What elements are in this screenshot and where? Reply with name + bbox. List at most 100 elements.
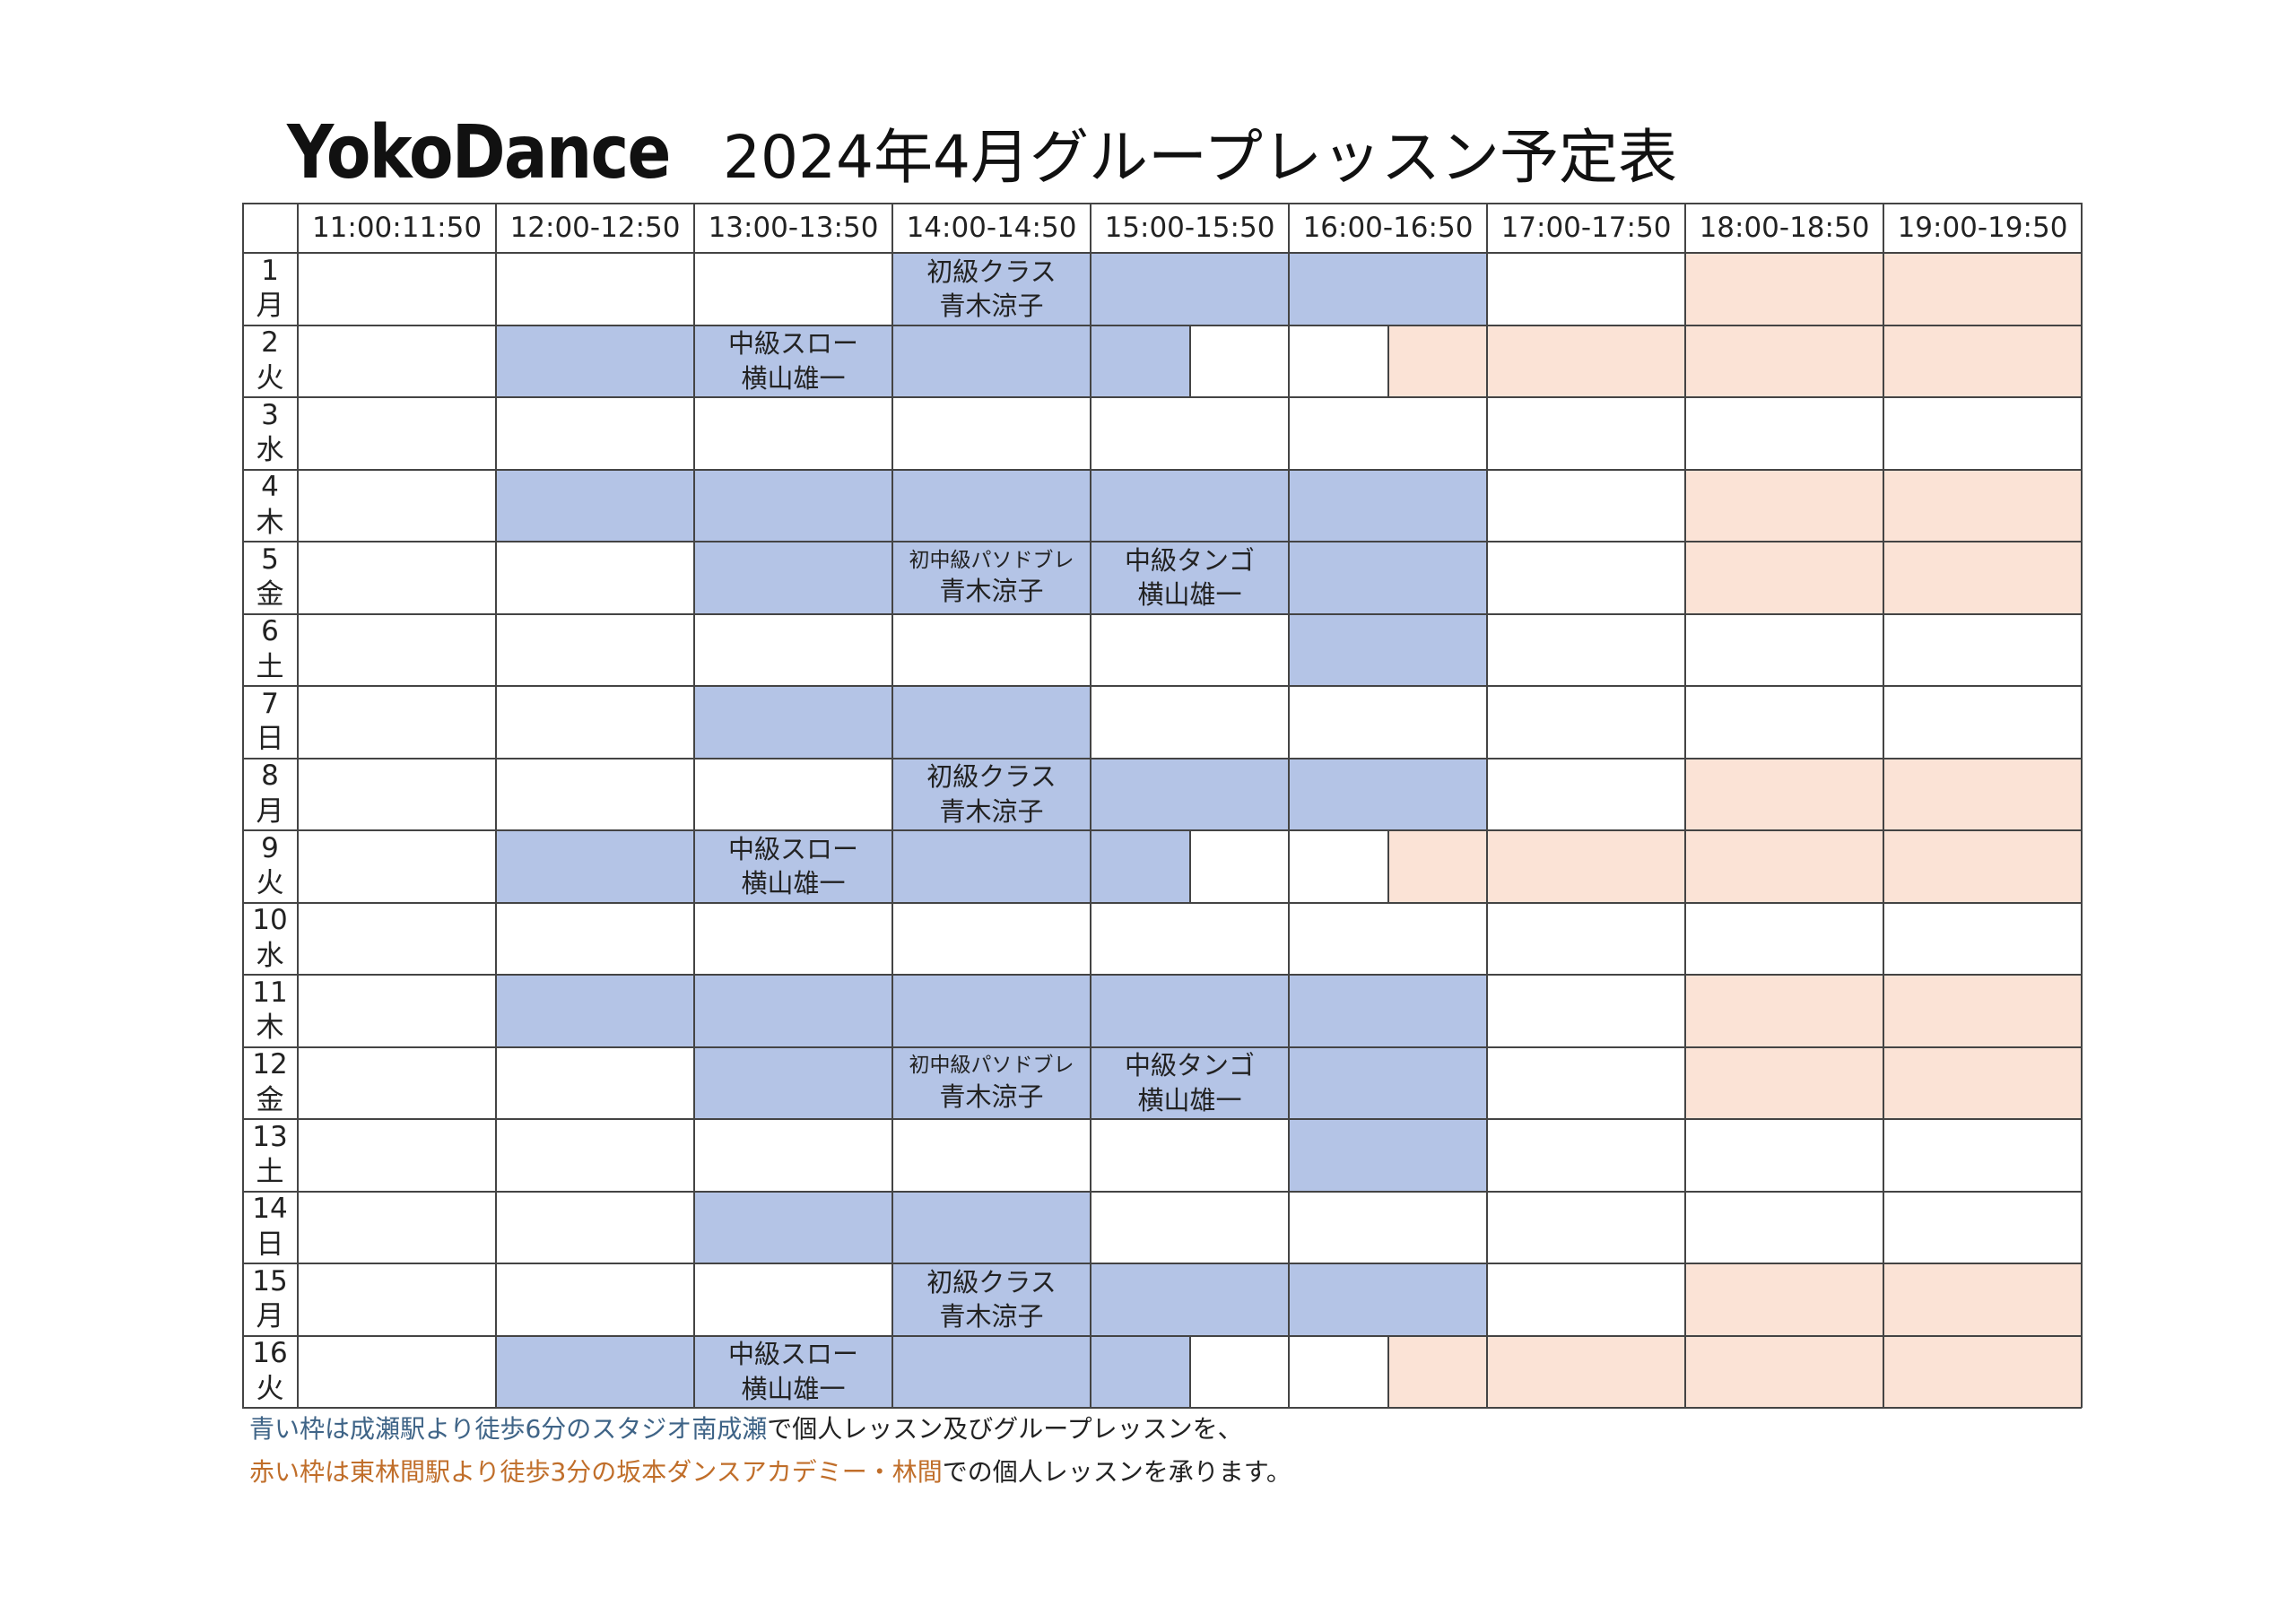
day-weekday: 木 [256, 506, 284, 539]
lesson-teacher: 横山雄一 [741, 362, 846, 394]
lesson-name: 中級タンゴ [1124, 544, 1255, 576]
lesson-name: 初級クラス [926, 761, 1057, 793]
grid-line [242, 685, 2082, 687]
day-weekday: 金 [256, 1083, 284, 1116]
page-header: YokoDance 2024年4月グループレッスン予定表 [287, 108, 1677, 197]
lesson-teacher: 青木涼子 [939, 576, 1044, 607]
slot-fill-blue [496, 325, 1190, 397]
lesson-teacher: 青木涼子 [939, 291, 1044, 322]
lesson-cell: 初級クラス 青木涼子 [892, 1263, 1091, 1336]
slot-fill-blue [1289, 613, 1487, 686]
time-slot-header: 18:00-18:50 [1699, 211, 1870, 244]
slot-fill-blue [496, 1335, 1190, 1408]
lesson-teacher: 横山雄一 [741, 868, 846, 899]
grid-line [1090, 203, 1091, 1408]
lesson-teacher: 横山雄一 [1137, 579, 1242, 611]
page-title: 2024年4月グループレッスン予定表 [723, 123, 1677, 192]
slot-fill-blue [496, 469, 1487, 542]
lesson-cell: 中級タンゴ 横山雄一 [1091, 1047, 1289, 1120]
footer-note-red: 赤い枠は東林間駅より徒歩3分の坂本ダンスアカデミー・林間での個人レッスンを承りま… [249, 1453, 1292, 1488]
grid-line [693, 203, 695, 1408]
grid-line [242, 1118, 2082, 1120]
day-number: 4 [261, 471, 279, 504]
lesson-cell: 中級タンゴ 横山雄一 [1091, 542, 1289, 614]
day-label: 14 日 [242, 1192, 298, 1264]
day-number: 10 [252, 904, 288, 937]
grid-line [2081, 203, 2083, 1408]
slot-fill-peach [1387, 1335, 2082, 1408]
lesson-cell: 中級スロー 横山雄一 [694, 830, 892, 903]
time-slot-header: 13:00-13:50 [708, 211, 879, 244]
day-weekday: 金 [256, 578, 284, 612]
day-label: 11 木 [242, 975, 298, 1047]
corner-cell [242, 203, 298, 253]
day-weekday: 水 [256, 434, 284, 467]
lesson-teacher: 青木涼子 [939, 1081, 1044, 1112]
schedule-grid: 11:00:11:50 12:00-12:50 13:00-13:50 14:00-1… [242, 203, 2083, 1409]
grid-line [1188, 325, 1191, 397]
time-slot-header: 14:00-14:50 [906, 211, 1077, 244]
grid-line [297, 203, 299, 1408]
lesson-name: 初中級パソドブレ [909, 548, 1074, 572]
grid-line [242, 252, 2082, 254]
grid-line [242, 1190, 2082, 1193]
lesson-cell: 初級クラス 青木涼子 [892, 759, 1091, 831]
grid-line [242, 203, 2082, 204]
grid-line [891, 203, 893, 1408]
time-slot-header: 15:00-15:50 [1104, 211, 1275, 244]
grid-line [242, 901, 2082, 904]
day-number: 3 [261, 398, 279, 431]
day-label: 15 月 [242, 1263, 298, 1336]
grid-line [242, 1334, 2082, 1337]
lesson-teacher: 横山雄一 [741, 1373, 846, 1404]
day-weekday: 木 [256, 1011, 284, 1045]
day-number: 5 [261, 542, 279, 576]
slot-fill-peach [1387, 830, 2082, 903]
footer-red-studio-text: 赤い枠は東林間駅より徒歩3分の坂本ダンスアカデミー・林間 [249, 1457, 943, 1487]
day-number: 1 [261, 254, 279, 287]
grid-line [1188, 1335, 1191, 1408]
day-number: 9 [261, 831, 279, 864]
grid-line [242, 1263, 2082, 1264]
day-weekday: 日 [256, 723, 284, 756]
day-weekday: 土 [256, 1156, 284, 1189]
lesson-teacher: 青木涼子 [939, 1301, 1044, 1332]
slot-fill-blue [496, 830, 1190, 903]
slot-fill-blue [892, 253, 1487, 325]
grid-line [242, 974, 2082, 976]
day-label: 12 金 [242, 1047, 298, 1120]
grid-line [242, 203, 244, 1408]
grid-line [242, 468, 2082, 471]
day-weekday: 月 [256, 1300, 284, 1333]
day-number: 12 [252, 1048, 288, 1081]
day-label: 16 火 [242, 1336, 298, 1409]
grid-line [242, 396, 2082, 398]
lesson-name: 中級タンゴ [1124, 1050, 1255, 1081]
grid-line [242, 757, 2082, 759]
lesson-cell: 初級クラス 青木涼子 [892, 253, 1091, 325]
footer-note-blue: 青い枠は成瀬駅より徒歩6分のスタジオ南成瀬で個人レッスン及びグループレッスンを、 [249, 1410, 1243, 1445]
day-number: 14 [252, 1193, 288, 1226]
day-number: 15 [252, 1264, 288, 1298]
lesson-name: 中級スロー [727, 328, 858, 360]
grid-line [1883, 203, 1884, 1408]
slot-fill-blue [496, 975, 1487, 1047]
day-weekday: 土 [256, 650, 284, 683]
grid-line [242, 1407, 2082, 1409]
grid-line [1387, 1335, 1389, 1408]
day-weekday: 月 [256, 794, 284, 828]
grid-line [242, 541, 2082, 542]
day-number: 7 [261, 687, 279, 720]
lesson-name: 初中級パソドブレ [909, 1054, 1074, 1078]
day-number: 6 [261, 615, 279, 648]
time-slot-header: 12:00-12:50 [509, 211, 681, 244]
grid-line [1486, 203, 1488, 1408]
grid-line [242, 829, 2082, 831]
lesson-cell: 中級スロー 横山雄一 [694, 1336, 892, 1409]
day-weekday: 水 [256, 939, 284, 972]
